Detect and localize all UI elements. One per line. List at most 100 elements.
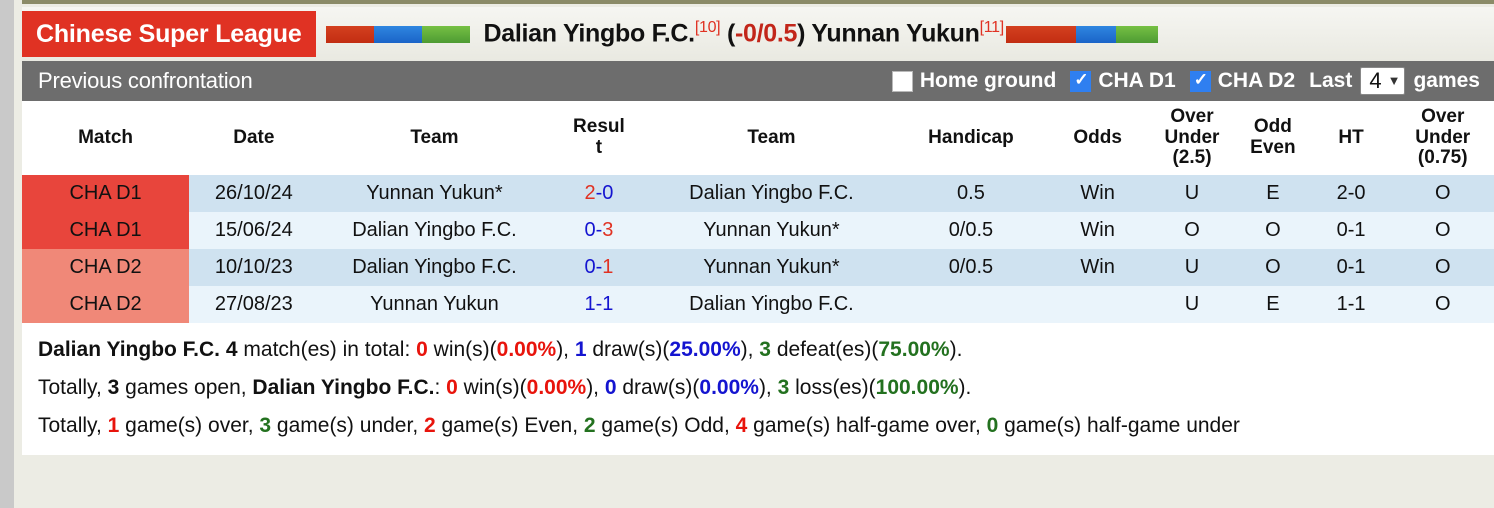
window-scrollbar[interactable] (0, 0, 14, 508)
summary3-even: 2 (423, 414, 436, 438)
cell-team1[interactable]: Yunnan Yukun* (318, 174, 551, 212)
ou25-line1: Over (1170, 106, 1214, 127)
filter-last-games: Last 4 ▼ games (1309, 67, 1480, 95)
cell-team2[interactable]: Yunnan Yukun* (647, 211, 896, 249)
cell-over-under-25: O (1148, 211, 1236, 249)
filter-cha-d1[interactable]: CHA D1 (1070, 69, 1176, 93)
summary2-wins-label: win(s)( (457, 375, 527, 399)
summary-line-3: Totally, 1 game(s) over, 3 game(s) under… (38, 407, 1494, 445)
header-handicap: -0/0.5 (735, 19, 798, 48)
cell-match: CHA D2 (22, 248, 190, 286)
ou075-line2: Under (1415, 126, 1471, 148)
cha-d1-checkbox[interactable] (1070, 70, 1092, 92)
col-header-team2[interactable]: Team (647, 101, 896, 175)
cell-team1[interactable]: Dalian Yingbo F.C. (318, 248, 551, 286)
cha-d2-checkbox[interactable] (1189, 70, 1211, 92)
score-home: 0 (584, 255, 596, 278)
col-header-match[interactable]: Match (22, 101, 190, 175)
col-header-team1[interactable]: Team (318, 101, 551, 175)
toolbar-filters: Home ground CHA D1 CHA D2 Last 4 ▼ gam (891, 67, 1480, 95)
col-header-over-under-075[interactable]: Over Under (0.75) (1391, 101, 1494, 175)
col-header-date[interactable]: Date (189, 101, 319, 175)
summary3-odd: 2 (583, 414, 596, 438)
home-ground-checkbox[interactable] (891, 70, 913, 92)
cell-match: CHA D1 (22, 174, 190, 212)
score-sep: - (595, 292, 603, 315)
form-segment-blue (1075, 25, 1116, 43)
cell-match: CHA D1 (22, 211, 190, 249)
summary3-half-under: 0 (986, 414, 999, 438)
cell-date: 15/06/24 (189, 211, 319, 249)
col-header-over-under-25[interactable]: Over Under (2.5) (1148, 101, 1236, 175)
league-badge[interactable]: Chinese Super League (22, 11, 316, 57)
cell-match: CHA D2 (22, 285, 190, 323)
cell-team1[interactable]: Yunnan Yukun (318, 285, 551, 323)
confrontation-table: Match Date Team Resul t Team Handicap Od… (22, 101, 1494, 323)
cell-odds (1046, 285, 1149, 323)
table-header-row: Match Date Team Resul t Team Handicap Od… (22, 101, 1494, 175)
games-label: games (1413, 69, 1480, 92)
cell-odd-even: O (1235, 211, 1311, 249)
cell-ht: 0-1 (1310, 211, 1392, 249)
col-header-odds[interactable]: Odds (1046, 101, 1149, 175)
table-row[interactable]: CHA D1 15/06/24 Dalian Yingbo F.C. 0-3 Y… (22, 211, 1494, 249)
match-header: Chinese Super League Dalian Yingbo F.C.[… (22, 7, 1494, 61)
ou25-line2: Under (1164, 126, 1220, 148)
table-row[interactable]: CHA D1 26/10/24 Yunnan Yukun* 2-0 Dalian… (22, 174, 1494, 212)
score-home: 0 (584, 218, 596, 241)
filter-cha-d2[interactable]: CHA D2 (1189, 69, 1296, 93)
home-team-rank: [10] (694, 19, 721, 37)
summary3-under-label: game(s) under, (271, 414, 424, 438)
summary1-team: Dalian Yingbo F.C. (38, 337, 221, 361)
summary-line-1: Dalian Yingbo F.C. 4 match(es) in total:… (38, 337, 963, 361)
score-away: 0 (602, 181, 614, 204)
col-header-ht[interactable]: HT (1310, 101, 1392, 175)
cell-odd-even: E (1235, 174, 1311, 212)
summary1-draws: 1 (574, 337, 587, 361)
summary1-draws-pct: 25.00% (669, 337, 741, 361)
col-header-handicap[interactable]: Handicap (895, 101, 1047, 175)
chevron-down-icon: ▼ (1387, 73, 1401, 88)
summary3-under: 3 (259, 414, 272, 438)
summary3-over-label: game(s) over, (119, 414, 260, 438)
cell-result: 0-3 (550, 211, 648, 249)
away-team-rank: [11] (979, 19, 1005, 37)
summary3-half-over-label: game(s) half-game over, (747, 414, 987, 438)
score-sep: - (595, 181, 603, 204)
cell-result: 0-1 (550, 248, 648, 286)
cell-team2[interactable]: Yunnan Yukun* (647, 248, 896, 286)
summary1-defeats-pct: 75.00% (878, 337, 950, 361)
oddeven-line2: Even (1250, 136, 1296, 158)
col-header-result[interactable]: Resul t (550, 101, 648, 175)
cell-team2[interactable]: Dalian Yingbo F.C. (647, 174, 896, 212)
summary1-total: 4 (225, 337, 238, 361)
summary1-wins-label: win(s)( (427, 337, 497, 361)
home-team-name[interactable]: Dalian Yingbo F.C. (483, 19, 696, 48)
score-away: 1 (602, 255, 614, 278)
top-rule-divider (22, 0, 1494, 4)
cell-team2[interactable]: Dalian Yingbo F.C. (647, 285, 896, 323)
cell-result: 2-0 (550, 174, 648, 212)
cell-over-under-25: U (1148, 248, 1236, 286)
table-row[interactable]: CHA D2 10/10/23 Dalian Yingbo F.C. 0-1 Y… (22, 248, 1494, 286)
summary2-losses: 3 (777, 375, 790, 399)
cell-team1[interactable]: Dalian Yingbo F.C. (318, 211, 551, 249)
summary2-losses-label: loss(es)( (789, 375, 876, 399)
cha-d2-label: CHA D2 (1217, 69, 1296, 92)
summary3-half-over: 4 (735, 414, 748, 438)
score-sep: - (595, 218, 603, 241)
summary2-open-label: games open, (119, 375, 253, 399)
summary3-over: 1 (107, 414, 120, 438)
summary1-wins: 0 (416, 337, 428, 361)
table-row[interactable]: CHA D2 27/08/23 Yunnan Yukun 1-1 Dalian … (22, 285, 1494, 323)
col-header-odd-even[interactable]: Odd Even (1235, 101, 1311, 175)
summary2-draws-label: draw(s)( (616, 375, 700, 399)
filter-home-ground[interactable]: Home ground (891, 69, 1056, 93)
cell-ht: 0-1 (1310, 248, 1392, 286)
form-segment-red (1005, 25, 1076, 43)
away-team-name[interactable]: Yunnan Yukun (811, 19, 980, 48)
cell-over-under-075: O (1391, 285, 1494, 323)
cell-ht: 2-0 (1310, 174, 1392, 212)
last-games-select[interactable]: 4 ▼ (1360, 67, 1406, 95)
summary2-open-games: 3 (107, 375, 120, 399)
